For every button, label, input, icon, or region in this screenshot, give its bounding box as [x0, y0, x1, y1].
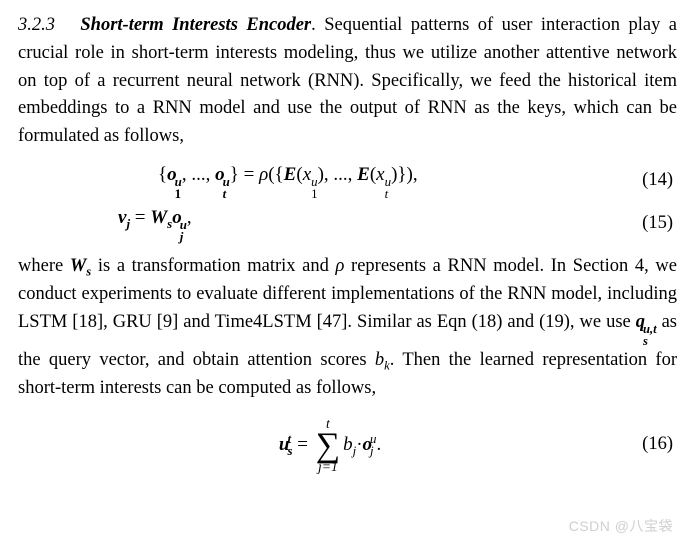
symbol-bk: bk: [375, 350, 390, 370]
equation-15-number: (15): [642, 210, 677, 238]
para2-b: is a transformation matrix and: [91, 256, 335, 276]
section-title: Short-term Interests Encoder: [80, 15, 311, 35]
equation-15: vj = Wsouj, (15): [18, 204, 677, 243]
equation-block-16: uts = t ∑ j=1 bj · ouj. (16): [18, 417, 677, 473]
equation-block-14-15: {ou1, ..., out} = ρ({E(xu1), ..., E(xut)…: [18, 161, 677, 244]
equation-15-math: vj = Wsouj,: [118, 204, 192, 243]
para2-a: where: [18, 256, 70, 276]
equation-16-math: uts = t ∑ j=1 bj · ouj.: [18, 417, 642, 473]
summation-icon: t ∑ j=1: [316, 417, 340, 473]
equation-14: {ou1, ..., out} = ρ({E(xu1), ..., E(xut)…: [18, 161, 677, 200]
equation-14-math: {ou1, ..., out} = ρ({E(xu1), ..., E(xut)…: [158, 161, 418, 200]
section-number: 3.2.3: [18, 15, 55, 35]
paper-body: 3.2.3 Short-term Interests Encoder. Sequ…: [18, 12, 677, 473]
symbol-Ws: Ws: [70, 256, 91, 276]
equation-14-number: (14): [642, 167, 677, 195]
paragraph-2: where Ws is a transformation matrix and …: [18, 253, 677, 403]
paragraph-1: 3.2.3 Short-term Interests Encoder. Sequ…: [18, 12, 677, 151]
watermark-text: CSDN @八宝袋: [569, 516, 673, 536]
equation-16-number: (16): [642, 431, 677, 459]
equation-16: uts = t ∑ j=1 bj · ouj. (16): [18, 417, 677, 473]
symbol-qsut-supsub: u,ts: [643, 324, 657, 348]
